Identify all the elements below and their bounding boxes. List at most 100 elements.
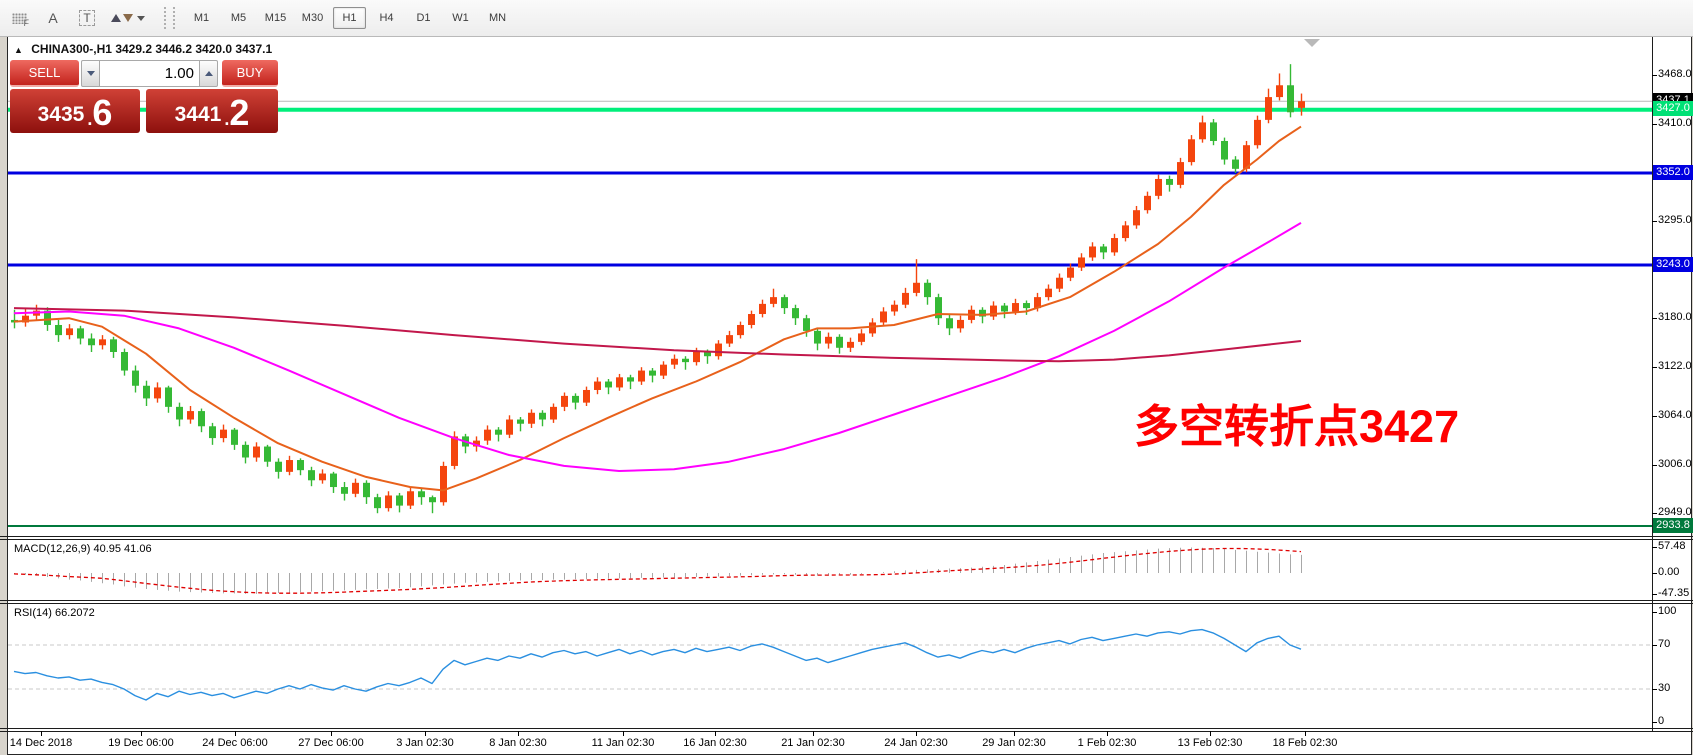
- time-axis-tick: [1210, 731, 1211, 736]
- rsi-axis-tick: [1652, 722, 1657, 723]
- price-axis-tick: [1652, 513, 1657, 514]
- text-label-icon[interactable]: T: [72, 5, 102, 31]
- buy-price-panel[interactable]: 3441 . 2: [146, 89, 278, 133]
- indicator-grid-f-icon[interactable]: F: [4, 5, 34, 31]
- price-axis-tick-label[interactable]: 2949.0: [1658, 506, 1692, 518]
- macd-axis-tick: [1652, 547, 1657, 548]
- rsi-axis-tick-label[interactable]: 0: [1658, 715, 1665, 727]
- macd-axis-tick-label[interactable]: 0.00: [1658, 566, 1680, 578]
- time-axis-label[interactable]: 8 Jan 02:30: [489, 737, 547, 749]
- text-a-icon[interactable]: A: [48, 10, 58, 26]
- time-axis-tick: [425, 731, 426, 736]
- price-badge-3427.0: 3427.0: [1653, 101, 1693, 116]
- buy-price-dec: 2: [229, 92, 250, 133]
- time-axis-label[interactable]: 13 Feb 02:30: [1177, 737, 1243, 749]
- timeframe-button-M5[interactable]: M5: [230, 12, 247, 24]
- time-axis-label[interactable]: 11 Jan 02:30: [591, 737, 655, 749]
- price-axis-tick-label[interactable]: 3468.0: [1658, 68, 1692, 80]
- chevron-down-icon: [137, 15, 145, 21]
- volume-input[interactable]: [100, 60, 199, 87]
- price-axis-tick: [1652, 318, 1657, 319]
- direction-arrow-icon: ▲: [14, 45, 23, 55]
- chart-text-annotation[interactable]: 多空转折点3427: [1134, 401, 1460, 452]
- time-axis-tick: [813, 731, 814, 736]
- price-axis-tick: [1652, 124, 1657, 125]
- separator-main-macd[interactable]: [0, 536, 1693, 537]
- main-chart-canvas[interactable]: [0, 0, 1652, 537]
- rsi-axis-tick-label[interactable]: 100: [1658, 605, 1677, 617]
- timeframe-button-D1[interactable]: D1: [416, 12, 431, 24]
- time-axis-label[interactable]: 27 Dec 06:00: [298, 737, 364, 749]
- buy-price-dot: .: [224, 109, 230, 129]
- timeframe-button-M15[interactable]: M15: [264, 12, 287, 24]
- separator-rsi-timeaxis[interactable]: [0, 728, 1693, 729]
- sell-button[interactable]: SELL: [10, 60, 79, 87]
- time-axis-tick: [1014, 731, 1015, 736]
- time-axis-tick: [623, 731, 624, 736]
- timeframe-button-group: M1 M5 M15 M30 H1 H4 D1 W1 MN: [183, 7, 516, 29]
- price-axis-tick-label[interactable]: 3064.0: [1658, 409, 1692, 421]
- arrows-tool-icon[interactable]: [106, 5, 150, 31]
- macd-axis-tick: [1652, 594, 1657, 595]
- macd-panel-canvas[interactable]: [0, 539, 1652, 601]
- spinner-up-icon: [204, 71, 213, 76]
- time-axis-tick: [235, 731, 236, 736]
- time-axis-label[interactable]: 3 Jan 02:30: [396, 737, 454, 749]
- price-axis-tick: [1652, 75, 1657, 76]
- time-axis-label[interactable]: 16 Jan 02:30: [683, 737, 747, 749]
- price-axis-tick-label[interactable]: 3122.0: [1658, 360, 1692, 372]
- price-axis-tick-label[interactable]: 3006.0: [1658, 458, 1692, 470]
- separator-macd-rsi[interactable]: [0, 600, 1693, 601]
- separator-rsi-timeaxis-lower: [0, 731, 1693, 732]
- macd-axis-tick-label[interactable]: -47.35: [1658, 587, 1690, 599]
- macd-axis-tick: [1652, 573, 1657, 574]
- time-axis-label[interactable]: 19 Dec 06:00: [108, 737, 174, 749]
- rsi-axis-tick-label[interactable]: 70: [1658, 638, 1671, 650]
- timeframe-button-H4[interactable]: H4: [379, 12, 394, 24]
- sell-price-panel[interactable]: 3435 . 6: [10, 89, 140, 133]
- up-arrow-glyph: [111, 14, 121, 22]
- separator-macd-rsi-lower: [0, 603, 1693, 604]
- time-axis-tick: [1107, 731, 1108, 736]
- timeframe-button-MN[interactable]: MN: [488, 12, 507, 24]
- timeframe-button-W1[interactable]: W1: [452, 12, 469, 24]
- price-axis-tick: [1652, 367, 1657, 368]
- rsi-panel-canvas[interactable]: [0, 603, 1652, 729]
- f-glyph: F: [23, 18, 30, 28]
- price-axis-tick-label[interactable]: 3180.0: [1658, 311, 1692, 323]
- time-axis-label[interactable]: 24 Dec 06:00: [202, 737, 268, 749]
- sell-price-dec: 6: [92, 92, 113, 133]
- time-axis-tick: [331, 731, 332, 736]
- buy-button[interactable]: BUY: [222, 60, 278, 87]
- price-axis-tick-label[interactable]: 3410.0: [1658, 117, 1692, 129]
- timeframe-button-H1[interactable]: H1: [333, 7, 366, 29]
- dots-glyph: [11, 12, 27, 24]
- time-axis-label[interactable]: 21 Jan 02:30: [781, 737, 845, 749]
- price-axis-tick-label[interactable]: 3295.0: [1658, 214, 1692, 226]
- price-axis-tick: [1652, 416, 1657, 417]
- toolbar-grip[interactable]: [164, 7, 175, 29]
- price-badge-2933.8: 2933.8: [1653, 518, 1693, 533]
- chart-title: ▲ CHINA300-,H1 3429.2 3446.2 3420.0 3437…: [14, 42, 272, 56]
- price-badge-3243.0: 3243.0: [1653, 257, 1693, 272]
- time-axis-label[interactable]: 18 Feb 02:30: [1272, 737, 1338, 749]
- time-axis-label[interactable]: 1 Feb 02:30: [1077, 737, 1137, 749]
- time-axis-label[interactable]: 24 Jan 02:30: [884, 737, 948, 749]
- price-axis-border: [1652, 36, 1653, 731]
- time-axis-label[interactable]: 14 Dec 2018: [9, 737, 73, 749]
- toolbar: F A T M1 M5 M15 M30 H1 H4 D1 W1 MN: [0, 0, 1693, 37]
- spinner-down-icon: [86, 71, 95, 76]
- macd-label: MACD(12,26,9) 40.95 41.06: [14, 543, 152, 555]
- sell-price-int: 3435: [37, 103, 85, 126]
- volume-decrease-button[interactable]: [81, 60, 100, 87]
- buy-price-int: 3441: [174, 103, 222, 126]
- time-axis-label[interactable]: 29 Jan 02:30: [982, 737, 1046, 749]
- down-arrow-glyph: [123, 14, 133, 22]
- macd-axis-tick-label[interactable]: 57.48: [1658, 540, 1686, 552]
- volume-increase-button[interactable]: [199, 60, 218, 87]
- timeframe-button-M1[interactable]: M1: [193, 12, 210, 24]
- rsi-axis-tick-label[interactable]: 30: [1658, 682, 1671, 694]
- timeframe-button-M30[interactable]: M30: [301, 12, 324, 24]
- symbol-period-label: CHINA300-,H1: [31, 42, 112, 56]
